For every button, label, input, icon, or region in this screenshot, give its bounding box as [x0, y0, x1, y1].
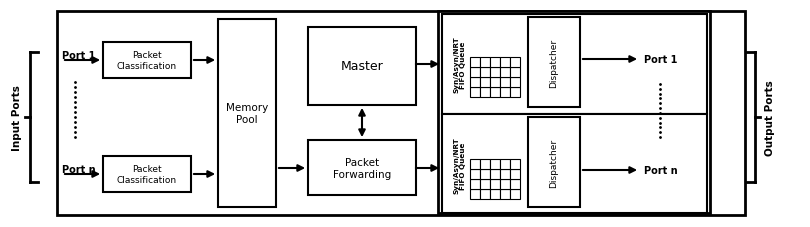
Bar	[470, 179, 480, 189]
Text: Output Ports: Output Ports	[765, 80, 775, 155]
Bar	[470, 78, 480, 88]
Text: Dispatcher: Dispatcher	[549, 38, 559, 87]
Text: Syn/Asyn/NRT
FIFO Queue: Syn/Asyn/NRT FIFO Queue	[454, 137, 467, 194]
Bar	[490, 78, 500, 88]
Bar	[442, 114, 707, 213]
Text: Packet
Forwarding: Packet Forwarding	[333, 158, 391, 179]
Bar	[500, 88, 510, 98]
Bar	[500, 179, 510, 189]
Text: Port n: Port n	[62, 164, 96, 174]
Bar	[490, 159, 500, 169]
Bar	[528, 18, 580, 108]
Bar	[510, 78, 520, 88]
Bar	[480, 88, 490, 98]
Bar	[442, 15, 707, 114]
Bar	[510, 159, 520, 169]
Bar	[438, 12, 710, 213]
Text: Packet
Classification: Packet Classification	[117, 165, 177, 184]
Bar	[490, 179, 500, 189]
Bar	[490, 88, 500, 98]
Bar	[470, 169, 480, 179]
Bar	[500, 189, 510, 199]
Bar	[490, 68, 500, 78]
Text: Port n: Port n	[644, 165, 678, 175]
Text: Dispatcher: Dispatcher	[549, 138, 559, 187]
Bar	[480, 68, 490, 78]
Bar	[510, 88, 520, 98]
Bar	[480, 78, 490, 88]
Bar	[510, 169, 520, 179]
Bar	[218, 20, 276, 207]
Bar	[480, 179, 490, 189]
Bar	[480, 58, 490, 68]
Bar	[470, 189, 480, 199]
Bar	[500, 68, 510, 78]
Bar	[510, 179, 520, 189]
Bar	[490, 189, 500, 199]
Bar	[500, 78, 510, 88]
Text: Port 1: Port 1	[62, 51, 96, 61]
Bar	[510, 58, 520, 68]
Bar	[470, 58, 480, 68]
Bar	[470, 88, 480, 98]
Text: Master: Master	[341, 60, 383, 73]
Text: Memory
Pool: Memory Pool	[226, 103, 268, 124]
Bar	[490, 58, 500, 68]
Bar	[510, 189, 520, 199]
Bar	[528, 118, 580, 207]
Text: Input Ports: Input Ports	[12, 85, 22, 150]
Bar	[470, 159, 480, 169]
Bar	[103, 156, 191, 192]
Bar	[308, 140, 416, 195]
Bar	[500, 159, 510, 169]
Bar	[308, 28, 416, 106]
Bar	[57, 12, 745, 215]
Bar	[510, 68, 520, 78]
Bar	[500, 169, 510, 179]
Bar	[490, 169, 500, 179]
Bar	[480, 189, 490, 199]
Bar	[480, 159, 490, 169]
Bar	[480, 169, 490, 179]
Text: Syn/Asyn/NRT
FIFO Queue: Syn/Asyn/NRT FIFO Queue	[454, 37, 467, 93]
Text: Packet
Classification: Packet Classification	[117, 51, 177, 70]
Bar	[500, 58, 510, 68]
Text: Port 1: Port 1	[644, 55, 677, 65]
Bar	[103, 43, 191, 79]
Bar	[470, 68, 480, 78]
